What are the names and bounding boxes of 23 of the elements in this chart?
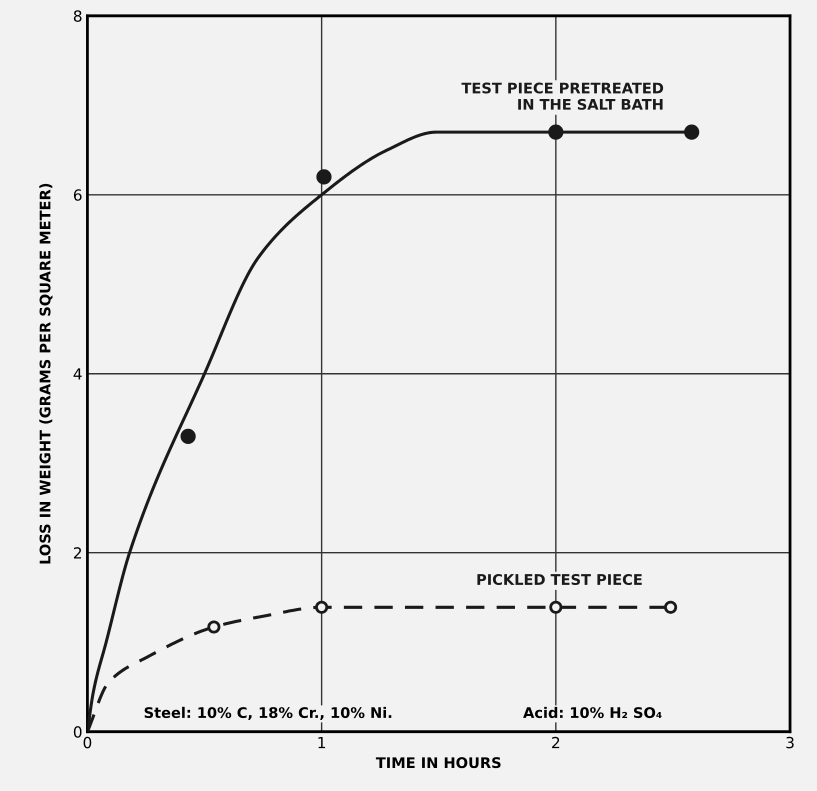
- annotation: Acid: 10% H₂ SO₄: [523, 706, 662, 718]
- annotation: Steel: 10% C, 18% Cr., 10% Ni.: [144, 706, 392, 720]
- series-label: PICKLED TEST PIECE: [477, 574, 642, 586]
- point: [207, 620, 220, 634]
- y-axis-title: LOSS IN WEIGHT (GRAMS PER SQUARE METER): [39, 184, 52, 564]
- point: [180, 428, 196, 444]
- point: [315, 600, 328, 614]
- y-tick-label: 4: [74, 368, 82, 380]
- point: [664, 600, 678, 614]
- y-tick-label: 6: [74, 189, 82, 201]
- point: [548, 124, 564, 140]
- series-label: TEST PIECE PRETREATED IN THE SALT BATH: [462, 82, 664, 110]
- y-tick-label: 8: [74, 10, 82, 22]
- x-tick-label: 3: [786, 736, 794, 748]
- x-tick-label: 0: [84, 736, 92, 748]
- point: [684, 124, 700, 140]
- y-tick-label: 2: [74, 547, 82, 559]
- point: [316, 169, 332, 184]
- x-axis-title: TIME IN HOURS: [376, 757, 501, 768]
- x-tick-label: 2: [552, 736, 560, 748]
- point: [549, 600, 562, 614]
- y-tick-label: 0: [74, 726, 82, 738]
- x-tick-label: 1: [318, 737, 326, 748]
